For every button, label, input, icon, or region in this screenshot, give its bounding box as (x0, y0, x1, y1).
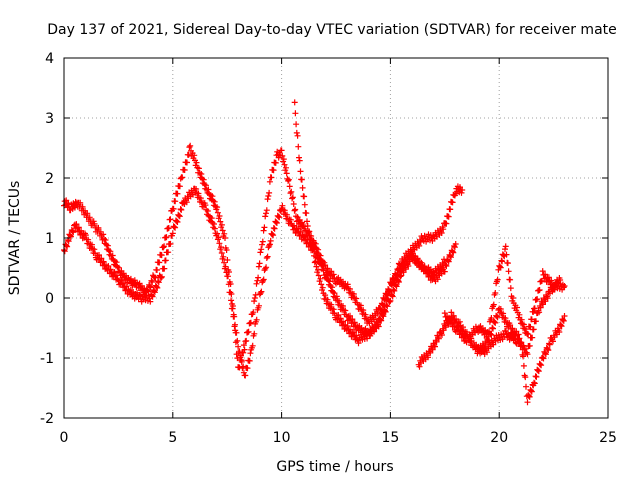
y-tick-label: 1 (45, 231, 54, 247)
series-track-6 (474, 305, 568, 406)
y-axis-label: SDTVAR / TECUs (7, 181, 23, 296)
data-point-markers (61, 185, 459, 379)
grid (64, 58, 608, 418)
y-tick-label: -2 (40, 411, 54, 427)
x-tick-label: 0 (60, 430, 69, 446)
data-layer (61, 99, 568, 406)
x-tick-label: 25 (599, 430, 617, 446)
series-track-3 (291, 99, 448, 347)
series-track-5 (441, 243, 568, 346)
x-tick-label: 15 (381, 430, 399, 446)
x-tick-label: 20 (490, 430, 508, 446)
data-point-markers (474, 305, 568, 406)
x-tick-label: 10 (273, 430, 291, 446)
data-point-markers (61, 142, 466, 371)
y-tick-label: 2 (45, 171, 54, 187)
series-track-1 (61, 142, 466, 371)
y-tick-label: -1 (40, 351, 54, 367)
series-track-2 (61, 185, 459, 379)
x-axis-label: GPS time / hours (276, 459, 393, 475)
ticks: 0 5 10 15 20 25 -2 -1 0 1 2 3 4 (40, 51, 617, 446)
y-tick-label: 0 (45, 291, 54, 307)
chart-title: Day 137 of 2021, Sidereal Day-to-day VTE… (47, 22, 617, 38)
data-point-markers (441, 243, 568, 346)
y-tick-label: 3 (45, 111, 54, 127)
data-point-markers (291, 99, 448, 347)
y-tick-label: 4 (45, 51, 54, 67)
x-tick-label: 5 (168, 430, 177, 446)
